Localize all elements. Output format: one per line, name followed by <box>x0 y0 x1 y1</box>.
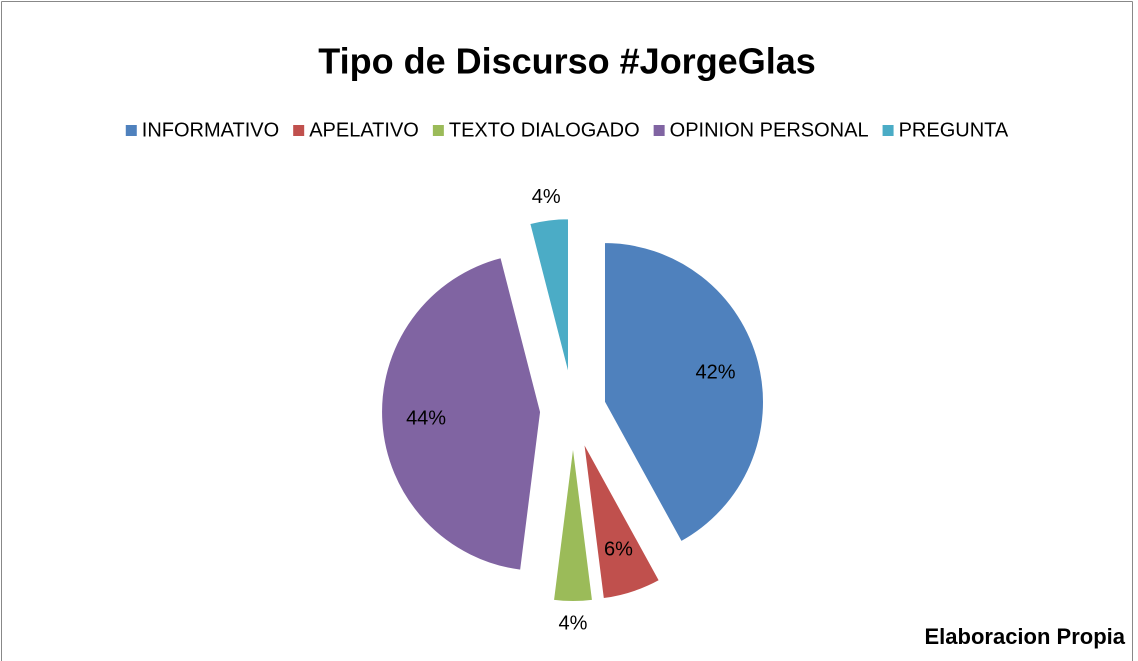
legend-swatch <box>653 125 665 136</box>
data-label: 44% <box>406 408 446 430</box>
data-label: 42% <box>696 362 736 384</box>
pie-slice <box>380 255 543 572</box>
pie-slice <box>527 217 570 379</box>
legend-label: APELATIVO <box>309 119 419 141</box>
legend-swatch <box>125 125 137 136</box>
legend-label: PREGUNTA <box>899 119 1009 141</box>
legend-swatch <box>882 125 894 136</box>
legend-label: TEXTO DIALOGADO <box>449 119 640 141</box>
pie-slice <box>602 241 765 544</box>
pie-slice <box>551 441 595 603</box>
data-label: 4% <box>532 186 561 208</box>
legend: INFORMATIVO APELATIVO TEXTO DIALOGADO OPINI… <box>125 119 1009 141</box>
pie-slice <box>581 439 662 601</box>
legend-label: OPINION PERSONAL <box>670 119 869 141</box>
annotation: Elaboracion Propia <box>925 624 1126 649</box>
chart-title: Tipo de Discurso #JorgeGlas <box>318 41 816 82</box>
data-label: 4% <box>559 612 588 634</box>
legend-swatch <box>432 125 444 136</box>
legend-swatch <box>293 125 305 136</box>
legend-label: INFORMATIVO <box>142 119 279 141</box>
data-label: 6% <box>604 538 633 560</box>
